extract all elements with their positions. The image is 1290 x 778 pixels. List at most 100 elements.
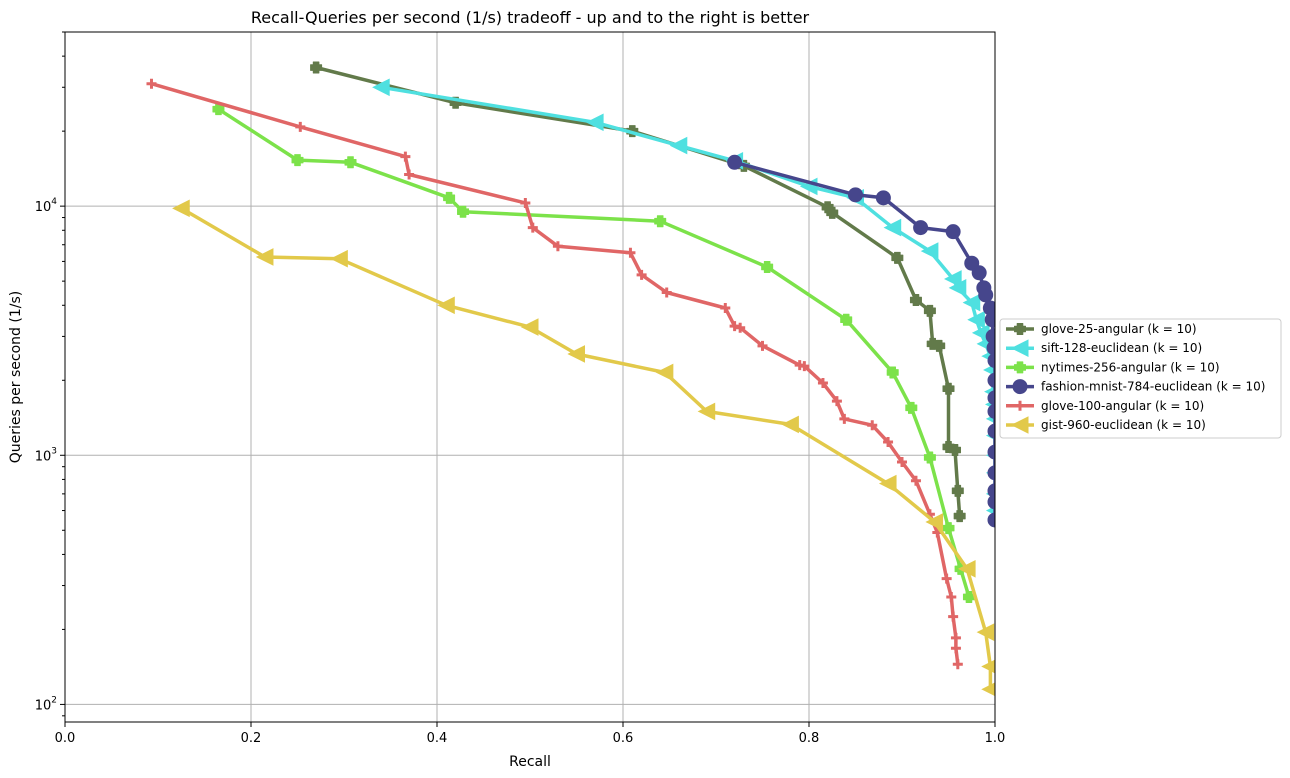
data-point-glove-100-angular [552,241,563,252]
axis-ticks: 0.0 0.2 0.4 0.6 0.8 1.0 102 103 104 [35,31,1005,746]
data-point-nytimes-256-angular [962,590,975,603]
data-point-glove-100-angular [950,632,961,643]
data-point-glove-25-angular [933,339,946,352]
data-point-gist-960-euclidean [437,296,455,315]
legend-marker [1012,379,1028,395]
data-point-glove-100-angular [520,197,531,208]
legend-box [999,318,1282,439]
data-point-glove-100-angular [757,340,768,351]
legend-label: nytimes-256-angular (k = 10) [1041,360,1220,374]
data-point-nytimes-256-angular [212,103,225,116]
data-point-glove-25-angular [310,61,323,74]
data-point-fashion-mnist-784-euclidean [987,353,995,369]
data-point-glove-25-angular [891,251,904,264]
data-point-fashion-mnist-784-euclidean [987,403,995,419]
data-point-glove-100-angular [404,169,415,180]
legend-marker [1010,339,1029,358]
data-point-sift-128-euclidean [372,78,390,97]
data-point-glove-25-angular [949,443,962,456]
data-point-sift-128-euclidean [669,136,688,155]
data-point-glove-100-angular [400,151,411,162]
data-point-fashion-mnist-784-euclidean [971,265,987,281]
legend-label: glove-25-angular (k = 10) [1041,322,1197,336]
data-point-glove-100-angular [839,413,850,424]
data-point-nytimes-256-angular [457,205,470,218]
x-tick-label: 0.0 [55,731,76,746]
data-point-gist-960-euclidean [567,345,585,363]
data-point-glove-100-angular [799,361,810,372]
legend-marker [1015,400,1025,411]
legend-label: gist-960-euclidean (k = 10) [1041,418,1206,432]
legend-label: fashion-mnist-784-euclidean (k = 10) [1041,380,1266,394]
data-point-nytimes-256-angular [840,313,853,326]
data-point-glove-100-angular [735,322,746,333]
y-axis-label: Queries per second (1/s) [8,291,24,463]
data-point-glove-25-angular [942,382,955,395]
data-point-nytimes-256-angular [344,156,357,169]
legend-item-fashion-mnist-784-euclidean: fashion-mnist-784-euclidean (k = 10) [1006,379,1266,395]
data-point-glove-100-angular [636,269,647,280]
data-point-fashion-mnist-784-euclidean [987,390,995,406]
series-fashion-mnist-784-euclidean [727,154,995,528]
data-point-glove-100-angular [950,643,961,654]
data-point-sift-128-euclidean [585,113,604,132]
data-point-glove-100-angular [867,420,878,431]
data-point-fashion-mnist-784-euclidean [875,190,891,206]
data-point-sift-128-euclidean [883,218,902,237]
data-point-glove-100-angular [948,611,959,622]
data-point-glove-100-angular [720,303,731,314]
data-point-gist-960-euclidean [925,513,944,531]
legend-label: glove-100-angular (k = 10) [1041,399,1204,413]
legend: glove-25-angular (k = 10) sift-128-euclid… [999,318,1282,439]
series-line-sift-128-euclidean [379,85,995,513]
data-point-glove-100-angular [146,78,157,89]
data-point-gist-960-euclidean [520,318,539,336]
x-tick-label: 0.8 [799,731,820,746]
data-point-nytimes-256-angular [923,451,936,464]
data-point-nytimes-256-angular [291,154,304,167]
data-point-fashion-mnist-784-euclidean [987,512,995,528]
data-point-fashion-mnist-784-euclidean [987,483,995,499]
data-point-fashion-mnist-784-euclidean [984,312,995,328]
data-point-gist-960-euclidean [172,199,190,218]
y-tick-label: 104 [35,197,58,215]
data-point-nytimes-256-angular [886,366,899,379]
series-glove-100-angular [146,78,963,670]
data-point-nytimes-256-angular [905,401,918,414]
data-point-glove-100-angular [941,573,952,584]
data-point-nytimes-256-angular [761,260,774,273]
data-point-sift-128-euclidean [920,242,939,260]
data-point-fashion-mnist-784-euclidean [727,154,743,170]
data-point-sift-128-euclidean [948,279,967,297]
legend-marker [1014,361,1026,374]
series-gist-960-euclidean [172,199,995,697]
x-tick-label: 0.6 [613,731,634,746]
data-point-glove-100-angular [883,437,894,448]
data-point-sift-128-euclidean [962,293,981,312]
data-point-glove-100-angular [295,121,306,132]
data-point-glove-25-angular [951,484,964,497]
data-point-sift-128-euclidean [967,310,985,329]
data-point-glove-100-angular [729,321,740,332]
series-nytimes-256-angular [212,103,975,603]
data-point-fashion-mnist-784-euclidean [987,423,995,439]
data-point-gist-960-euclidean [981,659,995,674]
data-point-glove-25-angular [923,304,936,317]
data-point-glove-100-angular [910,475,921,486]
legend-item-nytimes-256-angular: nytimes-256-angular (k = 10) [1006,360,1220,374]
data-point-glove-25-angular [826,206,839,219]
data-point-glove-25-angular [909,294,922,307]
series-line-nytimes-256-angular [216,107,971,599]
data-point-glove-100-angular [625,247,636,258]
x-axis-label: Recall [509,754,551,770]
data-point-fashion-mnist-784-euclidean [987,465,995,481]
data-point-sift-128-euclidean [944,270,962,288]
legend-item-glove-25-angular: glove-25-angular (k = 10) [1006,322,1197,336]
plot-frame [64,31,996,723]
legend-marker [1010,416,1029,434]
legend-item-sift-128-euclidean: sift-128-euclidean (k = 10) [1006,339,1202,358]
chart-title: Recall-Queries per second (1/s) tradeoff… [251,8,810,27]
data-point-gist-960-euclidean [697,402,716,421]
data-point-fashion-mnist-784-euclidean [987,444,995,460]
